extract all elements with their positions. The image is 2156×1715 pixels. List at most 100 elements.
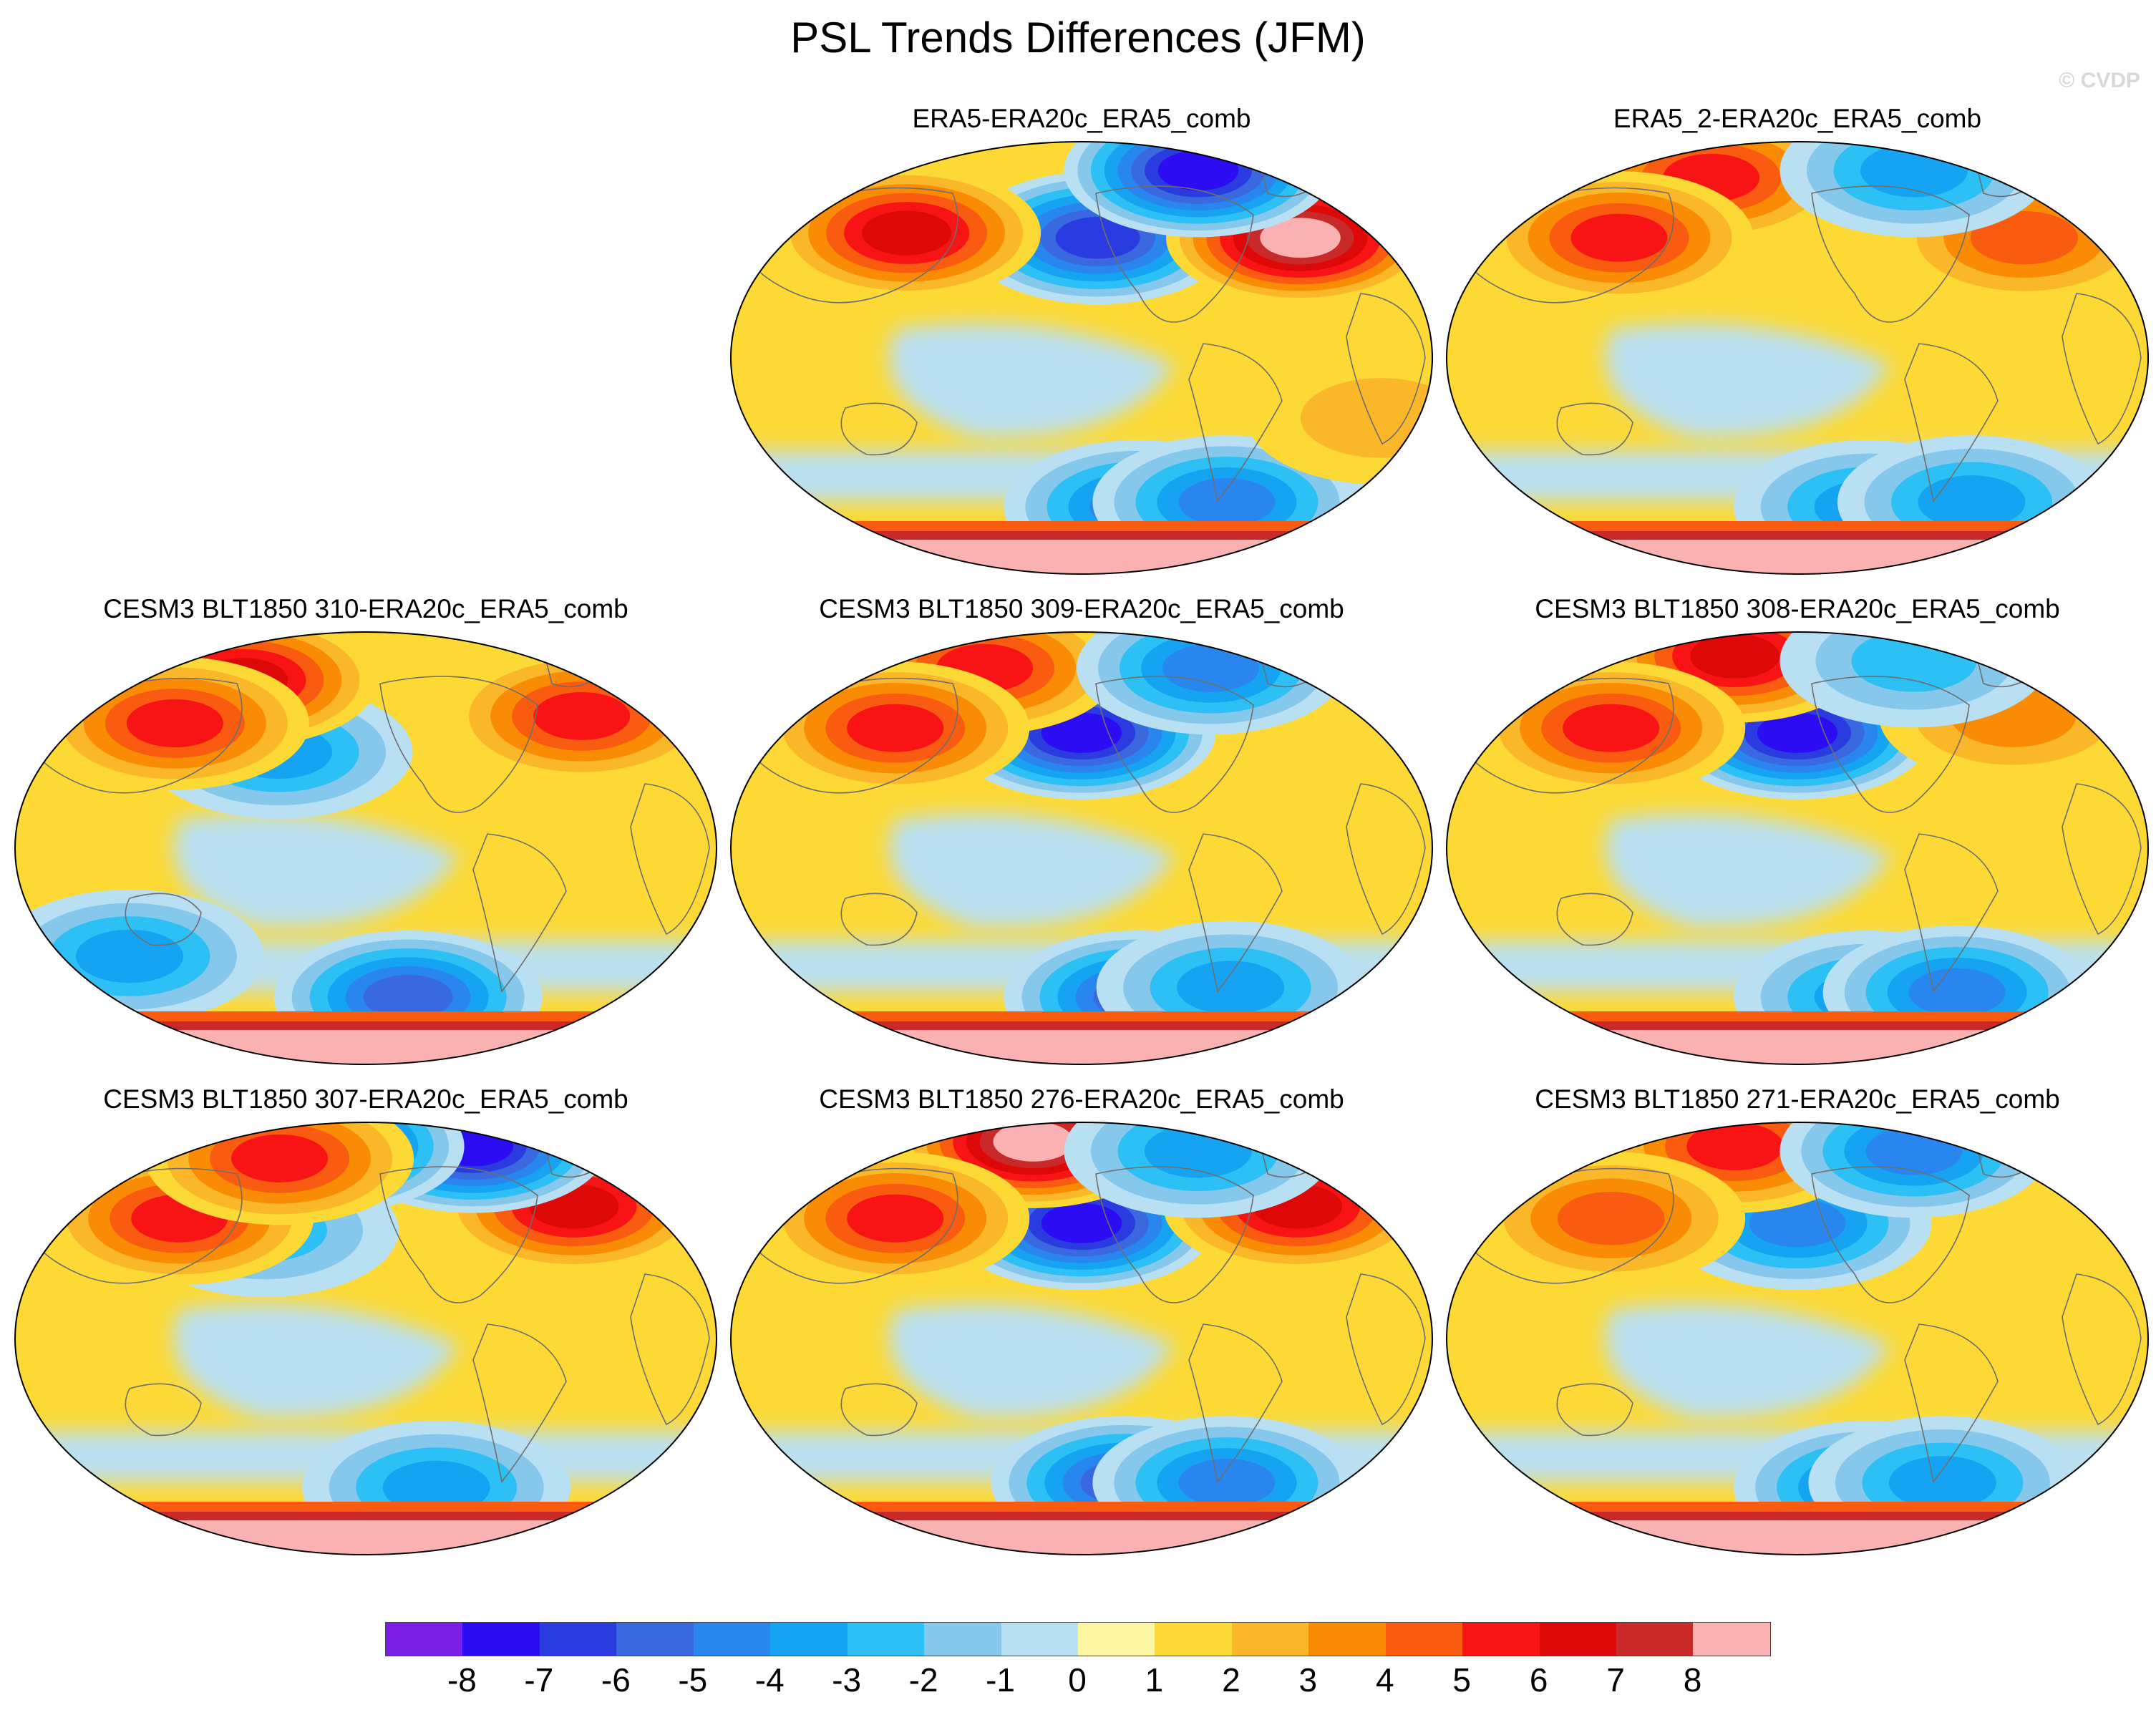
antarctic-band [731, 531, 1432, 541]
anomaly-contour [1851, 632, 1977, 692]
colorbar-swatch [1001, 1623, 1078, 1656]
map-border [730, 141, 1433, 575]
antarctic-cap [731, 1520, 1432, 1555]
map-border [1446, 631, 2149, 1065]
tropical-negative-region [1605, 323, 1890, 437]
coastline [1904, 343, 1999, 502]
anomaly-contour [126, 699, 223, 747]
panel-title: CESM3 BLT1850 276-ERA20c_ERA5_comb [819, 1084, 1344, 1114]
colorbar-swatch [924, 1623, 1001, 1656]
anomaly-contour [1557, 1192, 1665, 1245]
anomaly-contour [1690, 633, 1780, 679]
colorbar-tick-label: 0 [1068, 1661, 1087, 1699]
anomaly-contour [1178, 1458, 1276, 1507]
map-panel: CESM3 BLT1850 307-ERA20c_ERA5_comb [11, 1084, 720, 1557]
map-panel: CESM3 BLT1850 271-ERA20c_ERA5_comb [1443, 1084, 2152, 1557]
anomaly-contour [1162, 643, 1260, 692]
colorbar-swatch [1077, 1623, 1155, 1656]
antarctic-cap [15, 1030, 717, 1064]
map-panel: ERA5_2-ERA20c_ERA5_comb [1443, 104, 2152, 576]
colorbar-swatch [1308, 1623, 1386, 1656]
colorbar-tick-label: -6 [601, 1661, 631, 1699]
colorbar-swatch [539, 1623, 617, 1656]
coastline [1095, 676, 1254, 813]
colorbar-swatch [1231, 1623, 1309, 1656]
tropical-negative-region [889, 1303, 1175, 1418]
colorbar-swatch [462, 1623, 540, 1656]
colorbar-labels: -8 -7 -6 -5 -4 -3 -2 -1 0 1 2 3 4 5 6 7 8 [385, 1661, 1769, 1704]
colorbar-tick-label: -7 [524, 1661, 554, 1699]
colorbar-tick-label: -8 [447, 1661, 477, 1699]
anomaly-contour [1570, 213, 1668, 262]
page-title: PSL Trends Differences (JFM) [790, 14, 1366, 62]
antarctic-band [15, 1512, 717, 1522]
map-border [730, 1122, 1433, 1555]
coastline [2062, 783, 2142, 936]
coastline [2062, 1273, 2142, 1426]
antarctic-cap [1447, 1520, 2148, 1555]
coastline [1811, 676, 1970, 813]
map-panel: CESM3 BLT1850 309-ERA20c_ERA5_comb [727, 594, 1436, 1067]
world-map [730, 1122, 1433, 1555]
map-border [730, 631, 1433, 1065]
anomaly-contour [1918, 475, 2026, 529]
colorbar-swatch [1385, 1623, 1463, 1656]
tropical-negative-region [173, 813, 459, 928]
panel-title: CESM3 BLT1850 310-ERA20c_ERA5_comb [103, 594, 628, 623]
colorbar-swatch [1693, 1623, 1770, 1656]
colorbar-tick-label: 7 [1606, 1661, 1625, 1699]
anomaly-contour [1144, 1124, 1252, 1178]
world-map [14, 1122, 717, 1555]
panel-title: CESM3 BLT1850 271-ERA20c_ERA5_comb [1535, 1084, 2060, 1114]
anomaly-contour [1908, 968, 2006, 1016]
panel-title: ERA5-ERA20c_ERA5_comb [912, 104, 1251, 133]
antarctic-cap [1447, 1030, 2148, 1064]
colorbar-tick-label: 2 [1222, 1661, 1240, 1699]
map-panel: ERA5-ERA20c_ERA5_comb [727, 104, 1436, 576]
anomaly-contour [847, 1194, 944, 1243]
antarctic-band [15, 1021, 717, 1031]
map-border [14, 631, 717, 1065]
colorbar-tick-label: -3 [832, 1661, 862, 1699]
world-map [730, 141, 1433, 575]
coastline [630, 783, 710, 936]
anomaly-contour [1860, 144, 1968, 198]
colorbar-swatch [1539, 1623, 1616, 1656]
panel-title: CESM3 BLT1850 307-ERA20c_ERA5_comb [103, 1084, 628, 1114]
coastline [1904, 1323, 1999, 1483]
colorbar-tick-label: -1 [986, 1661, 1015, 1699]
coastline [1904, 833, 1999, 993]
coastline [1095, 185, 1254, 323]
anomaly-contour [993, 1122, 1074, 1162]
anomaly-contour [533, 691, 631, 740]
coastline [630, 1273, 710, 1426]
colorbar-swatch [847, 1623, 925, 1656]
coastline [1095, 1166, 1254, 1303]
coastline [2062, 293, 2142, 445]
world-map [730, 631, 1433, 1065]
antarctic-cap [731, 1030, 1432, 1064]
colorbar-swatch [1616, 1623, 1694, 1656]
coastline [1556, 1383, 1633, 1437]
colorbar-swatch [616, 1623, 694, 1656]
coastline [472, 1323, 567, 1483]
antarctic-band [1447, 1021, 2148, 1031]
map-panel: CESM3 BLT1850 276-ERA20c_ERA5_comb [727, 1084, 1436, 1557]
map-border [14, 1122, 717, 1555]
coastline [840, 893, 918, 946]
coastline [1188, 833, 1283, 993]
anomaly-contour [1970, 211, 2078, 265]
coastline [472, 833, 567, 993]
antarctic-band [731, 1512, 1432, 1522]
map-border [1446, 1122, 2149, 1555]
anomaly-contour [1177, 961, 1285, 1014]
world-map [1446, 141, 2149, 575]
panel-title: CESM3 BLT1850 308-ERA20c_ERA5_comb [1535, 594, 2060, 623]
coastline [1188, 343, 1283, 502]
colorbar-tick-label: -4 [754, 1661, 785, 1699]
colorbar-swatch [693, 1623, 771, 1656]
coastline [1188, 1323, 1283, 1483]
colorbar-tick-label: -5 [678, 1661, 708, 1699]
antarctic-band [1447, 1512, 2148, 1522]
anomaly-contour [1055, 216, 1140, 259]
